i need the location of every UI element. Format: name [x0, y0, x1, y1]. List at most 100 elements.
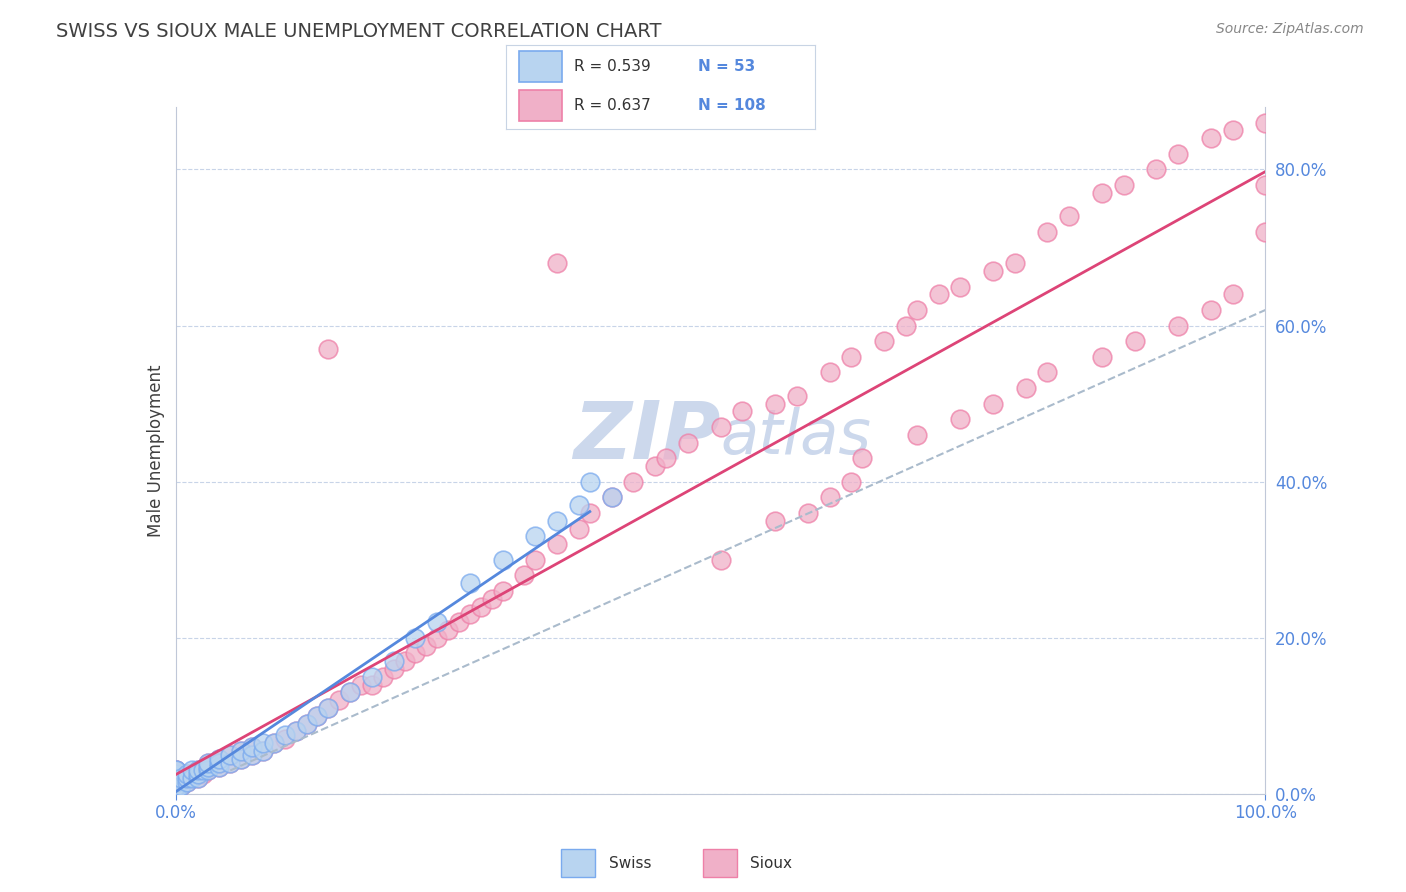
- Point: [710, 420, 733, 434]
- Point: [165, 783, 187, 797]
- Point: [274, 732, 297, 747]
- Point: [181, 767, 204, 781]
- Point: [197, 756, 219, 770]
- Point: [481, 591, 503, 606]
- Point: [786, 389, 808, 403]
- Bar: [703, 849, 737, 877]
- Text: R = 0.637: R = 0.637: [574, 98, 651, 113]
- Point: [197, 759, 219, 773]
- Point: [165, 779, 187, 793]
- Point: [851, 451, 873, 466]
- Point: [165, 764, 187, 778]
- Bar: [519, 52, 562, 82]
- Point: [263, 736, 285, 750]
- Point: [524, 552, 547, 567]
- Point: [1036, 366, 1059, 380]
- Point: [252, 736, 274, 750]
- Point: [426, 631, 449, 645]
- Point: [492, 583, 515, 598]
- Text: R = 0.539: R = 0.539: [574, 59, 651, 74]
- Point: [676, 435, 699, 450]
- Point: [458, 607, 481, 622]
- Point: [600, 490, 623, 504]
- Point: [197, 764, 219, 778]
- Point: [176, 771, 198, 786]
- Point: [231, 744, 253, 758]
- Point: [208, 752, 231, 766]
- Point: [186, 771, 209, 786]
- Point: [841, 475, 863, 489]
- Point: [458, 576, 481, 591]
- Point: [1222, 123, 1244, 137]
- Point: [219, 747, 242, 762]
- Point: [371, 670, 394, 684]
- Point: [818, 366, 841, 380]
- Point: [219, 756, 242, 770]
- Point: [1199, 302, 1222, 317]
- Point: [382, 654, 405, 668]
- Point: [176, 775, 198, 789]
- Point: [600, 490, 623, 504]
- Point: [350, 678, 373, 692]
- Point: [208, 759, 231, 773]
- Point: [1036, 225, 1059, 239]
- Point: [928, 287, 950, 301]
- Point: [165, 764, 187, 778]
- Point: [763, 396, 786, 410]
- Point: [318, 342, 340, 356]
- Point: [655, 451, 678, 466]
- Point: [1222, 287, 1244, 301]
- Point: [170, 771, 193, 786]
- Point: [1144, 162, 1167, 177]
- Point: [546, 256, 568, 270]
- Point: [284, 724, 307, 739]
- Point: [1254, 225, 1277, 239]
- Point: [318, 701, 340, 715]
- Point: [165, 771, 187, 786]
- Point: [165, 764, 187, 778]
- Text: Swiss: Swiss: [609, 855, 651, 871]
- Point: [405, 631, 427, 645]
- Point: [191, 767, 214, 781]
- Point: [284, 724, 307, 739]
- Point: [165, 779, 187, 793]
- Point: [579, 506, 602, 520]
- Point: [231, 752, 253, 766]
- Point: [949, 412, 972, 426]
- Point: [981, 396, 1004, 410]
- Point: [1091, 350, 1114, 364]
- Point: [240, 740, 263, 755]
- Text: Sioux: Sioux: [751, 855, 792, 871]
- Text: Source: ZipAtlas.com: Source: ZipAtlas.com: [1216, 22, 1364, 37]
- Point: [394, 654, 416, 668]
- Point: [360, 670, 382, 684]
- Point: [1199, 131, 1222, 145]
- Point: [470, 599, 492, 614]
- Point: [1254, 178, 1277, 192]
- Point: [252, 744, 274, 758]
- Point: [208, 759, 231, 773]
- Point: [949, 279, 972, 293]
- Point: [579, 475, 602, 489]
- Point: [176, 767, 198, 781]
- Point: [219, 747, 242, 762]
- Point: [165, 779, 187, 793]
- Point: [240, 747, 263, 762]
- Point: [524, 529, 547, 543]
- Point: [905, 427, 928, 442]
- Point: [240, 747, 263, 762]
- Y-axis label: Male Unemployment: Male Unemployment: [146, 364, 165, 537]
- Point: [818, 490, 841, 504]
- Point: [1057, 209, 1080, 223]
- Point: [513, 568, 536, 582]
- Point: [318, 701, 340, 715]
- Point: [170, 771, 193, 786]
- Point: [981, 264, 1004, 278]
- Point: [1167, 146, 1189, 161]
- Bar: [561, 849, 595, 877]
- Point: [339, 685, 361, 699]
- Point: [176, 767, 198, 781]
- Point: [621, 475, 644, 489]
- Point: [208, 756, 231, 770]
- Point: [1167, 318, 1189, 333]
